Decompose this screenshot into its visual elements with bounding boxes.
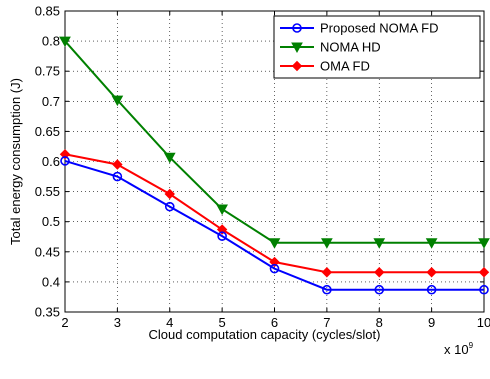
- data-point: [322, 268, 331, 277]
- series-line: [65, 161, 484, 290]
- y-tick-label: 0.35: [35, 305, 60, 320]
- x-tick-label: 2: [61, 315, 68, 330]
- y-tick-label: 0.7: [42, 94, 60, 109]
- y-tick-label: 0.55: [35, 184, 60, 199]
- legend-label: OMA FD: [320, 59, 370, 74]
- y-axis-label: Total energy consumption (J): [8, 78, 23, 245]
- x-tick-label: 3: [114, 315, 121, 330]
- data-point: [480, 268, 489, 277]
- x-axis-multiplier: x 109: [444, 341, 474, 357]
- data-point: [113, 160, 122, 169]
- data-point: [427, 268, 436, 277]
- y-tick-label: 0.85: [35, 4, 60, 19]
- y-tick-label: 0.8: [42, 34, 60, 49]
- y-tick-label: 0.6: [42, 154, 60, 169]
- x-axis-multiplier-base: x 10: [444, 342, 469, 357]
- data-point: [375, 268, 384, 277]
- y-tick-label: 0.75: [35, 64, 60, 79]
- legend-label: Proposed NOMA FD: [320, 21, 439, 36]
- data-point: [217, 205, 227, 214]
- x-axis-multiplier-exponent: 9: [469, 341, 474, 350]
- y-tick-label: 0.65: [35, 124, 60, 139]
- y-tick-label: 0.45: [35, 244, 60, 259]
- legend: Proposed NOMA FD NOMA HD OMA FD: [274, 16, 480, 78]
- series-oma-fd: [61, 150, 489, 277]
- y-tick-label: 0.5: [42, 214, 60, 229]
- x-axis-label: Cloud computation capacity (cycles/slot): [149, 327, 381, 342]
- x-tick-label: 9: [428, 315, 435, 330]
- legend-label: NOMA HD: [320, 40, 381, 55]
- y-axis-tick-labels: 0.35 0.4 0.45 0.5 0.55 0.6 0.65 0.7 0.75 0.8 0.85: [35, 4, 60, 320]
- x-tick-label: 10: [477, 315, 490, 330]
- y-tick-label: 0.4: [42, 274, 60, 289]
